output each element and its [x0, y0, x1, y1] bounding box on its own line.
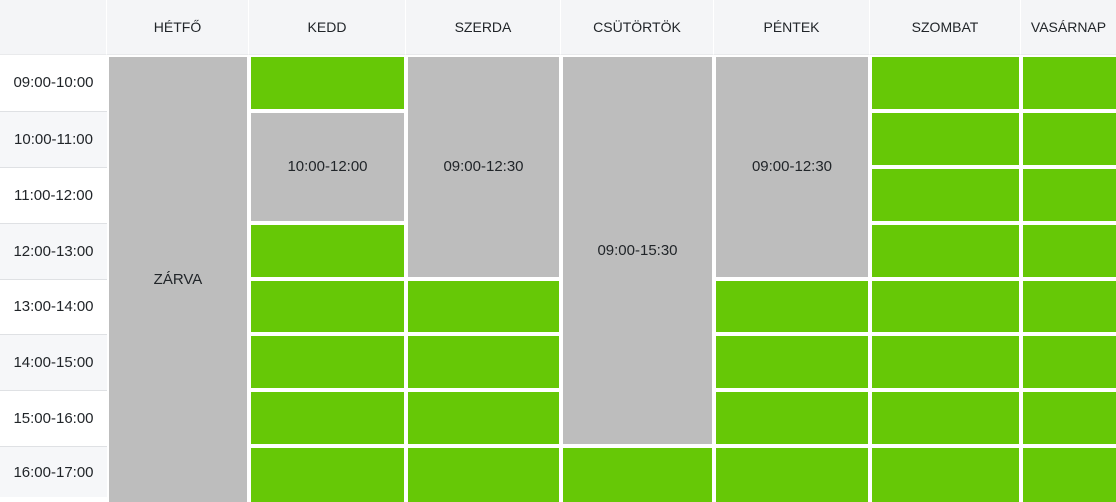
day-header-szerda: SZERDA: [406, 0, 561, 55]
free-slot-kedd-1600[interactable]: [249, 446, 406, 502]
day-header-kedd: KEDD: [249, 0, 406, 55]
free-slot-vasarnap-1200[interactable]: [1021, 222, 1116, 279]
time-slot-label-1200: 12:00-13:00: [0, 222, 107, 279]
free-slot-szombat-1100[interactable]: [870, 166, 1021, 223]
time-slot-label-0900: 09:00-10:00: [0, 55, 107, 111]
free-slot-kedd-1300[interactable]: [249, 278, 406, 335]
free-slot-szombat-1300[interactable]: [870, 278, 1021, 335]
free-slot-szerda-1400[interactable]: [406, 334, 561, 391]
free-slot-szombat-1000[interactable]: [870, 110, 1021, 167]
busy-block-csutortok: 09:00-15:30: [561, 55, 714, 447]
day-header-szombat: SZOMBAT: [870, 0, 1021, 55]
free-slot-pentek-1300[interactable]: [714, 278, 870, 335]
day-header-vasarnap: VASÁRNAP: [1021, 0, 1116, 55]
time-column-header: [0, 0, 107, 55]
time-slot-label-1000: 10:00-11:00: [0, 110, 107, 167]
free-slot-kedd-1200[interactable]: [249, 222, 406, 279]
free-slot-vasarnap-1300[interactable]: [1021, 278, 1116, 335]
free-slot-pentek-1400[interactable]: [714, 334, 870, 391]
busy-block-kedd: 10:00-12:00: [249, 110, 406, 223]
free-slot-vasarnap-1100[interactable]: [1021, 166, 1116, 223]
busy-block-szerda: 09:00-12:30: [406, 55, 561, 279]
free-slot-szombat-1500[interactable]: [870, 390, 1021, 447]
free-slot-pentek-1600[interactable]: [714, 446, 870, 502]
free-slot-kedd-0900[interactable]: [249, 55, 406, 111]
free-slot-vasarnap-1000[interactable]: [1021, 110, 1116, 167]
free-slot-pentek-1500[interactable]: [714, 390, 870, 447]
free-slot-kedd-1500[interactable]: [249, 390, 406, 447]
free-slot-vasarnap-1600[interactable]: [1021, 446, 1116, 502]
free-slot-csutortok-1600[interactable]: [561, 446, 714, 502]
day-header-hetfo: HÉTFŐ: [107, 0, 249, 55]
free-slot-szombat-1600[interactable]: [870, 446, 1021, 502]
free-slot-szerda-1300[interactable]: [406, 278, 561, 335]
free-slot-vasarnap-0900[interactable]: [1021, 55, 1116, 111]
free-slot-szerda-1500[interactable]: [406, 390, 561, 447]
time-slot-label-1500: 15:00-16:00: [0, 390, 107, 447]
time-slot-label-1300: 13:00-14:00: [0, 278, 107, 335]
free-slot-szerda-1600[interactable]: [406, 446, 561, 502]
time-slot-label-1600: 16:00-17:00: [0, 446, 107, 502]
day-header-csutortok: CSÜTÖRTÖK: [561, 0, 714, 55]
day-header-pentek: PÉNTEK: [714, 0, 870, 55]
free-slot-vasarnap-1500[interactable]: [1021, 390, 1116, 447]
free-slot-szombat-1200[interactable]: [870, 222, 1021, 279]
time-slot-label-1400: 14:00-15:00: [0, 334, 107, 391]
free-slot-kedd-1400[interactable]: [249, 334, 406, 391]
busy-block-pentek: 09:00-12:30: [714, 55, 870, 279]
time-slot-label-1100: 11:00-12:00: [0, 166, 107, 223]
free-slot-szombat-1400[interactable]: [870, 334, 1021, 391]
free-slot-szombat-0900[interactable]: [870, 55, 1021, 111]
closed-block-hetfo: ZÁRVA: [107, 55, 249, 502]
free-slot-vasarnap-1400[interactable]: [1021, 334, 1116, 391]
